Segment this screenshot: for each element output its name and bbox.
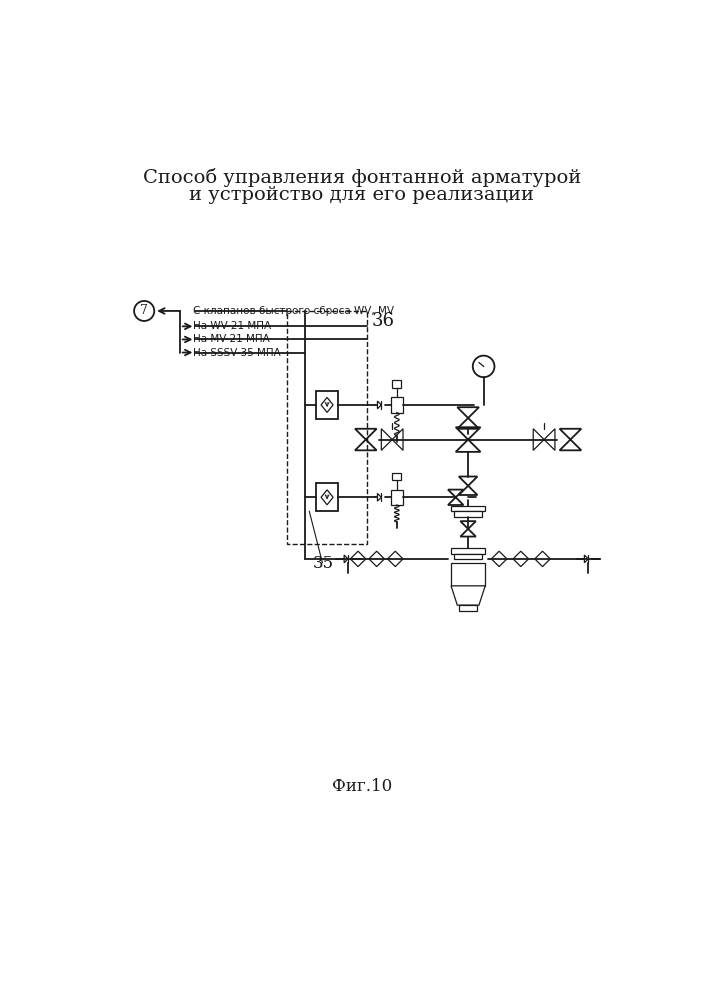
Polygon shape xyxy=(391,397,403,413)
Polygon shape xyxy=(454,554,482,559)
Text: На WV-21 МПА: На WV-21 МПА xyxy=(193,321,271,331)
Polygon shape xyxy=(459,605,477,611)
Text: 35: 35 xyxy=(313,555,334,572)
Polygon shape xyxy=(451,563,485,586)
Polygon shape xyxy=(451,548,485,554)
Polygon shape xyxy=(392,473,402,480)
Text: Способ управления фонтанной арматурой: Способ управления фонтанной арматурой xyxy=(143,168,581,187)
Polygon shape xyxy=(454,511,482,517)
Text: На SSSV-35 МПА: На SSSV-35 МПА xyxy=(193,348,281,358)
Polygon shape xyxy=(316,483,338,511)
Circle shape xyxy=(134,301,154,321)
Polygon shape xyxy=(392,380,402,388)
Text: и устройство для его реализации: и устройство для его реализации xyxy=(189,186,534,204)
Text: 7: 7 xyxy=(140,304,148,317)
Text: С клапанов быстрого сброса WV, MV: С клапанов быстрого сброса WV, MV xyxy=(193,306,394,316)
Text: На MV-21 МПА: На MV-21 МПА xyxy=(193,334,270,344)
Polygon shape xyxy=(451,506,485,511)
Polygon shape xyxy=(316,391,338,419)
Polygon shape xyxy=(451,586,485,605)
Text: Фиг.10: Фиг.10 xyxy=(332,778,392,795)
Polygon shape xyxy=(391,490,403,505)
Text: 36: 36 xyxy=(371,312,395,330)
